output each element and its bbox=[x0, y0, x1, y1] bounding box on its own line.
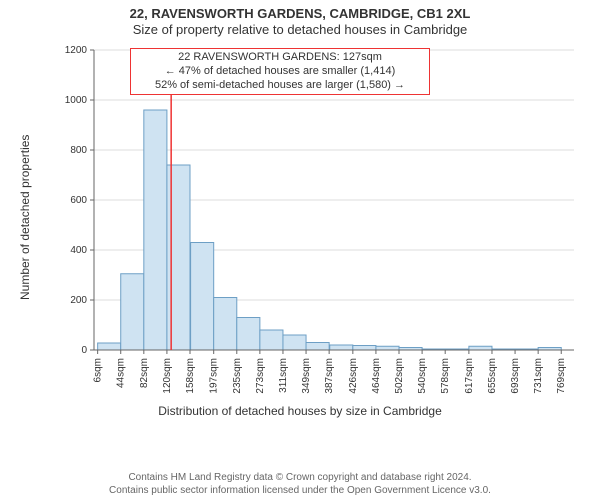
histogram-bar bbox=[214, 298, 237, 351]
y-tick-label: 400 bbox=[70, 245, 87, 256]
x-tick-label: 158sqm bbox=[185, 358, 196, 394]
title-line1: 22, RAVENSWORTH GARDENS, CAMBRIDGE, CB1 … bbox=[0, 6, 600, 22]
annotation-line2: ← 47% of detached houses are smaller (1,… bbox=[137, 65, 423, 79]
histogram-bar bbox=[353, 346, 376, 351]
chart-plot-area: 0 200 400 600 800 1000 1200 6sqm 44sqm 82sqm 120sq… bbox=[60, 44, 580, 404]
x-tick-label: 464sqm bbox=[371, 358, 382, 394]
footer-line1: Contains HM Land Registry data © Crown c… bbox=[0, 472, 600, 485]
histogram-bar bbox=[469, 346, 492, 350]
y-tick-label: 200 bbox=[70, 295, 87, 306]
y-tick-label: 600 bbox=[70, 195, 87, 206]
histogram-bar bbox=[98, 343, 121, 350]
x-tick-label: 693sqm bbox=[510, 358, 521, 394]
x-tick-label: 82sqm bbox=[139, 358, 150, 388]
footer-attribution: Contains HM Land Registry data © Crown c… bbox=[0, 472, 600, 497]
y-axis-label: Number of detached properties bbox=[18, 135, 32, 300]
x-tick-label: 731sqm bbox=[533, 358, 544, 394]
histogram-bar bbox=[260, 330, 283, 350]
histogram-bar bbox=[191, 243, 214, 351]
x-tick-label: 349sqm bbox=[301, 358, 312, 394]
x-tick-label: 578sqm bbox=[440, 358, 451, 394]
x-tick-label: 617sqm bbox=[464, 358, 475, 394]
x-tick-label: 426sqm bbox=[348, 358, 359, 394]
histogram-bar bbox=[376, 346, 399, 350]
x-tick-label: 655sqm bbox=[487, 358, 498, 394]
x-tick-label: 120sqm bbox=[162, 358, 173, 394]
x-tick-label: 387sqm bbox=[324, 358, 335, 394]
histogram-bar bbox=[121, 274, 144, 350]
y-tick-label: 0 bbox=[81, 345, 87, 356]
x-tick-label: 6sqm bbox=[93, 358, 104, 382]
x-tick-label: 44sqm bbox=[116, 358, 127, 388]
y-tick-label: 1200 bbox=[65, 45, 88, 56]
histogram-bar bbox=[167, 165, 190, 350]
x-axis-label: Distribution of detached houses by size … bbox=[0, 404, 600, 418]
x-tick-label: 311sqm bbox=[278, 358, 289, 393]
x-tick-label: 540sqm bbox=[417, 358, 428, 394]
annotation-line3: 52% of semi-detached houses are larger (… bbox=[137, 79, 423, 93]
x-tick-label: 502sqm bbox=[394, 358, 405, 394]
marker-annotation-box: 22 RAVENSWORTH GARDENS: 127sqm ← 47% of … bbox=[130, 48, 430, 95]
footer-line2: Contains public sector information licen… bbox=[0, 485, 600, 498]
histogram-bar bbox=[330, 345, 353, 350]
x-tick-label: 235sqm bbox=[232, 358, 243, 394]
annotation-line1: 22 RAVENSWORTH GARDENS: 127sqm bbox=[137, 51, 423, 65]
histogram-bar bbox=[306, 343, 329, 351]
y-tick-label: 800 bbox=[70, 145, 87, 156]
histogram-bar bbox=[283, 335, 306, 350]
title-line2: Size of property relative to detached ho… bbox=[0, 22, 600, 38]
histogram-bar bbox=[144, 110, 167, 350]
x-tick-label: 769sqm bbox=[556, 358, 567, 394]
page-title: 22, RAVENSWORTH GARDENS, CAMBRIDGE, CB1 … bbox=[0, 0, 600, 39]
histogram-bar bbox=[237, 318, 260, 351]
y-tick-label: 1000 bbox=[65, 95, 88, 106]
x-tick-label: 273sqm bbox=[255, 358, 266, 394]
x-tick-label: 197sqm bbox=[209, 358, 220, 394]
histogram-svg: 0 200 400 600 800 1000 1200 6sqm 44sqm 82sqm 120sq… bbox=[60, 44, 580, 404]
